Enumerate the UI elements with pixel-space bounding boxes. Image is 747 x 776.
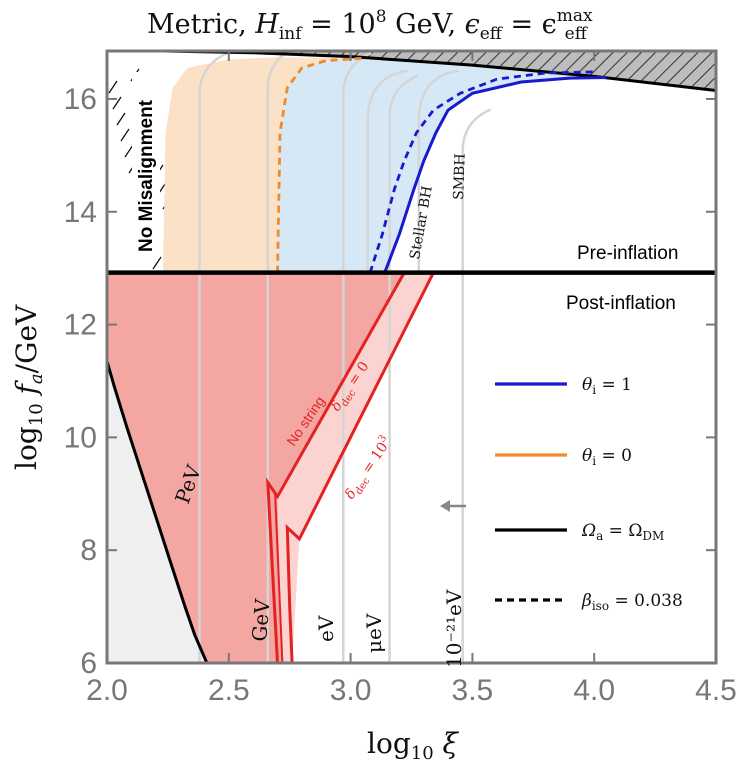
y-tick-label: 10: [64, 421, 97, 454]
legend-item: Ωa = ΩDM: [495, 521, 664, 543]
delta-1000-boundary: [285, 272, 435, 663]
y-axis-label: log10 fa/GeV: [10, 304, 47, 470]
chart-title: Metric, Hinf = 108 GeV, ϵeff = ϵmax eff: [147, 6, 593, 44]
hatch-stroke: [124, 144, 134, 158]
gray-region-overlay: [107, 352, 207, 663]
mass-label-gev: GeV: [247, 598, 275, 643]
mass-contour-line: [198, 51, 229, 663]
y-tick-label: 16: [64, 83, 97, 116]
svg-text:Metric, Hinf = 108 GeV, ϵeff: Metric, Hinf = 108 GeV, ϵeff = ϵmax eff: [147, 6, 593, 44]
x-tick-label: 4.5: [695, 674, 737, 707]
legend-item: βiso = 0.038: [495, 591, 683, 613]
theta1-solid-line: [383, 76, 607, 274]
left-arrow-icon: [440, 500, 466, 512]
svg-text:No Misalignment: No Misalignment: [136, 99, 157, 252]
x-tick-label: 3.5: [452, 674, 494, 707]
plot-frame: [105, 49, 718, 665]
curve-lines: [107, 51, 716, 663]
legend: θi = 1 θi = 0 Ωa = ΩDM βiso = 0.038: [495, 375, 683, 613]
y-tick-label: 12: [64, 309, 97, 342]
theta1-region: [277, 58, 607, 273]
legend-item: θi = 1: [495, 375, 632, 397]
y-tick-label: 14: [64, 196, 97, 229]
legend-item: θi = 0: [495, 446, 632, 468]
mass-label-1e-21ev: 10⁻²¹eV: [442, 589, 466, 668]
theta0-region: [163, 57, 363, 273]
y-tick-label: 6: [80, 647, 97, 680]
legend-label: θi = 1: [582, 375, 632, 397]
svg-text:eV: eV: [314, 615, 338, 642]
hatch-stroke: [112, 96, 122, 110]
mass-contour-line: [388, 74, 419, 663]
mass-contour-line: [266, 51, 292, 663]
mass-contour-line: [461, 108, 492, 663]
region-fills: [107, 51, 716, 663]
x-tick-label: 2.5: [208, 674, 250, 707]
svg-text:GeV: GeV: [247, 598, 275, 643]
mass-contour-line: [342, 51, 372, 663]
axis-ticks: 2.0 2.5 3.0 3.5 4.0 4.5 6 8 10 12 14 16: [64, 51, 737, 707]
omega-dm-line-pev: [107, 355, 209, 663]
hatch-stroke: [120, 128, 130, 142]
mass-contour-line: [366, 69, 408, 273]
no-string-region: [107, 272, 405, 663]
theta1-dashed-line: [368, 70, 595, 274]
legend-label: βiso = 0.038: [581, 591, 683, 613]
svg-text:Pre-inflation: Pre-inflation: [577, 243, 678, 264]
hatch-stroke: [116, 112, 126, 126]
svg-text:μeV: μeV: [362, 613, 386, 653]
no-misalignment-label: No Misalignment: [132, 72, 160, 258]
x-tick-label: 4.0: [573, 674, 615, 707]
svg-text:Post-inflation: Post-inflation: [566, 293, 676, 314]
mass-contour-line: [417, 69, 459, 273]
svg-text:SMBH: SMBH: [451, 153, 469, 200]
svg-text:log10 ξ: log10 ξ: [367, 727, 460, 764]
no-string-boundary: [266, 271, 406, 663]
x-tick-label: 2.0: [86, 674, 128, 707]
svg-text:log10 fa/GeV: log10 fa/GeV: [10, 304, 47, 470]
hatch-stroke: [108, 80, 118, 94]
x-tick-label: 3.0: [330, 674, 372, 707]
legend-label: Ωa = ΩDM: [581, 521, 664, 543]
smbh-label: SMBH: [451, 153, 469, 200]
post-inflation-label: Post-inflation: [566, 293, 676, 314]
delta-0-boundary: [274, 493, 284, 663]
svg-text:10⁻²¹eV: 10⁻²¹eV: [442, 589, 466, 668]
hatch-stroke: [152, 256, 162, 270]
overclosure-region: [163, 51, 716, 91]
x-axis-label: log10 ξ: [367, 727, 460, 764]
theta0-dashed-line: [276, 56, 363, 273]
legend-label: θi = 0: [582, 446, 632, 468]
pre-inflation-label: Pre-inflation: [572, 240, 696, 265]
mass-label-ev: eV: [314, 615, 338, 642]
y-tick-label: 8: [80, 534, 97, 567]
mass-label-uev: μeV: [362, 613, 386, 653]
delta-region: [277, 272, 434, 663]
